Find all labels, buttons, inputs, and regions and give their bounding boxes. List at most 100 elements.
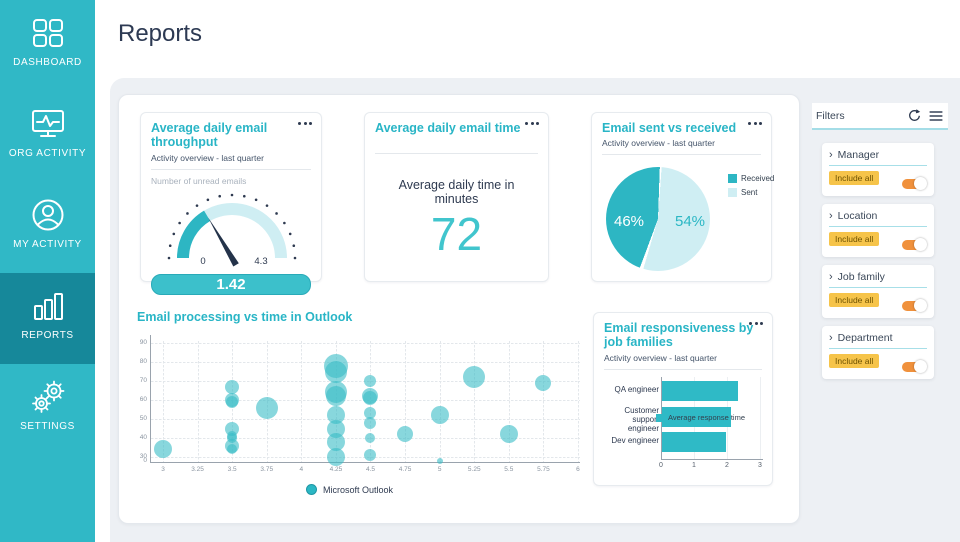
include-all-badge[interactable]: Include all: [829, 293, 880, 307]
sidebar-item-label: MY ACTIVITY: [13, 239, 82, 250]
filter-toggle[interactable]: [902, 177, 927, 190]
include-all-badge[interactable]: Include all: [829, 232, 880, 246]
my-activity-user-icon: [28, 195, 68, 235]
settings-gears-icon: [28, 377, 68, 417]
bar[interactable]: [662, 381, 738, 401]
svg-text:4.3: 4.3: [254, 256, 267, 267]
card-email-time: Average daily email time Average daily t…: [364, 112, 549, 282]
data-bubble[interactable]: [499, 425, 518, 444]
include-all-badge[interactable]: Include all: [829, 171, 880, 185]
filters-title: Filters: [816, 109, 845, 122]
ellipsis-menu-icon[interactable]: [749, 322, 763, 325]
data-bubble[interactable]: [364, 375, 377, 387]
sidebar-item-dashboard[interactable]: DASHBOARD: [0, 0, 95, 91]
filter-group-header[interactable]: › Manager: [829, 149, 927, 161]
sidebar-item-my-activity[interactable]: MY ACTIVITY: [0, 182, 95, 273]
filter-group-department: › Department Include all: [822, 326, 934, 379]
data-bubble[interactable]: [365, 433, 376, 443]
ellipsis-menu-icon[interactable]: [525, 122, 539, 125]
data-bubble[interactable]: [430, 406, 449, 425]
data-bubble[interactable]: [364, 416, 377, 429]
data-bubble[interactable]: [325, 386, 346, 407]
bubble-chart[interactable]: 3 3.25 3.5 3.75 4 4.25 4.5 4.75 5 5.25 5.5 5.75 6 90 8…: [140, 335, 582, 473]
pie-slice-label: 54%: [674, 213, 706, 230]
data-bubble[interactable]: [226, 395, 239, 408]
divider: [829, 165, 927, 166]
metric-value: 72: [430, 208, 483, 261]
data-bubble[interactable]: [154, 440, 172, 459]
filters-divider: [812, 128, 948, 130]
x-tick-label: 5.25: [467, 466, 481, 473]
reset-filters-icon[interactable]: [906, 108, 922, 124]
data-bubble[interactable]: [227, 433, 238, 443]
data-bubble[interactable]: [326, 432, 345, 451]
data-bubble[interactable]: [463, 366, 486, 389]
data-bubble[interactable]: [255, 396, 278, 419]
sidebar-item-org-activity[interactable]: ORG ACTIVITY: [0, 91, 95, 182]
gridline: [439, 341, 441, 462]
card-title: Email sent vs received: [602, 121, 737, 135]
data-bubble[interactable]: [324, 360, 347, 383]
data-bubble[interactable]: [397, 426, 414, 443]
x-tick-label: 6: [576, 466, 580, 473]
filter-group-header[interactable]: › Department: [829, 332, 927, 344]
x-axis: [150, 462, 580, 463]
divider: [151, 168, 311, 170]
bar-chart[interactable]: 0 1 2 3 QA engineer Customer support engineer…: [594, 373, 774, 487]
data-bubble[interactable]: [326, 448, 345, 466]
filter-groups: › Manager Include all › Location Include all ›…: [822, 143, 934, 387]
legend-label: Received: [741, 174, 775, 183]
pie-slice-label: 46%: [613, 213, 645, 230]
data-bubble[interactable]: [227, 444, 238, 455]
filter-group-header[interactable]: › Location: [829, 210, 927, 222]
sidebar-item-settings[interactable]: SETTINGS: [0, 364, 95, 455]
gridline: [197, 341, 199, 462]
series-label: Microsoft Outlook: [323, 484, 394, 495]
legend-label: Sent: [741, 188, 758, 197]
card-subtitle: Activity overview - last quarter: [151, 152, 264, 163]
gridline: [151, 362, 580, 363]
data-bubble[interactable]: [364, 407, 377, 420]
data-bubble[interactable]: [535, 374, 552, 391]
gridline: [151, 343, 580, 344]
chevron-right-icon: ›: [829, 331, 833, 344]
card-responsiveness: Email responsiveness by job families Act…: [593, 312, 773, 486]
legend-swatch-icon: [728, 188, 737, 197]
gridline: [543, 341, 545, 462]
filter-group-header[interactable]: › Job family: [829, 271, 927, 283]
y-tick-label: 80: [139, 358, 147, 365]
x-tick-label: 3: [758, 462, 762, 469]
card-sent-vs-received: Email sent vs received Activity overview…: [591, 112, 775, 282]
data-bubble[interactable]: [326, 406, 345, 425]
ellipsis-menu-icon[interactable]: [298, 122, 312, 125]
sidebar-item-reports[interactable]: REPORTS: [0, 273, 95, 364]
bar[interactable]: [662, 407, 732, 427]
y-tick-label: 50: [139, 415, 147, 422]
filter-toggle[interactable]: [902, 360, 927, 373]
data-bubble[interactable]: [436, 458, 443, 464]
x-tick-label: 3: [161, 466, 165, 473]
sidebar-item-label: ORG ACTIVITY: [8, 148, 87, 159]
metric-label: Number of unread emails: [151, 175, 247, 186]
x-tick-label: 4.5: [365, 466, 376, 473]
hamburger-menu-icon[interactable]: [928, 108, 944, 124]
divider: [604, 368, 762, 370]
filter-toggle[interactable]: [902, 299, 927, 312]
data-bubble[interactable]: [225, 379, 240, 394]
include-all-badge[interactable]: Include all: [829, 354, 880, 368]
ellipsis-menu-icon[interactable]: [748, 122, 762, 125]
data-bubble[interactable]: [363, 391, 378, 406]
filter-group-label: Department: [837, 332, 893, 344]
gauge-chart[interactable]: 0 4.3: [151, 188, 311, 273]
gridline: [760, 377, 761, 459]
x-axis: [661, 459, 763, 460]
pie-chart[interactable]: [606, 167, 710, 271]
filter-toggle[interactable]: [902, 238, 927, 251]
x-tick-label: 1: [692, 462, 696, 469]
bar[interactable]: [662, 432, 727, 452]
data-bubble[interactable]: [364, 449, 377, 462]
page-title: Reports: [118, 20, 203, 47]
card-title: Average daily email throughput: [151, 121, 268, 150]
x-tick-label: 3.25: [191, 466, 204, 473]
chevron-right-icon: ›: [829, 148, 833, 161]
